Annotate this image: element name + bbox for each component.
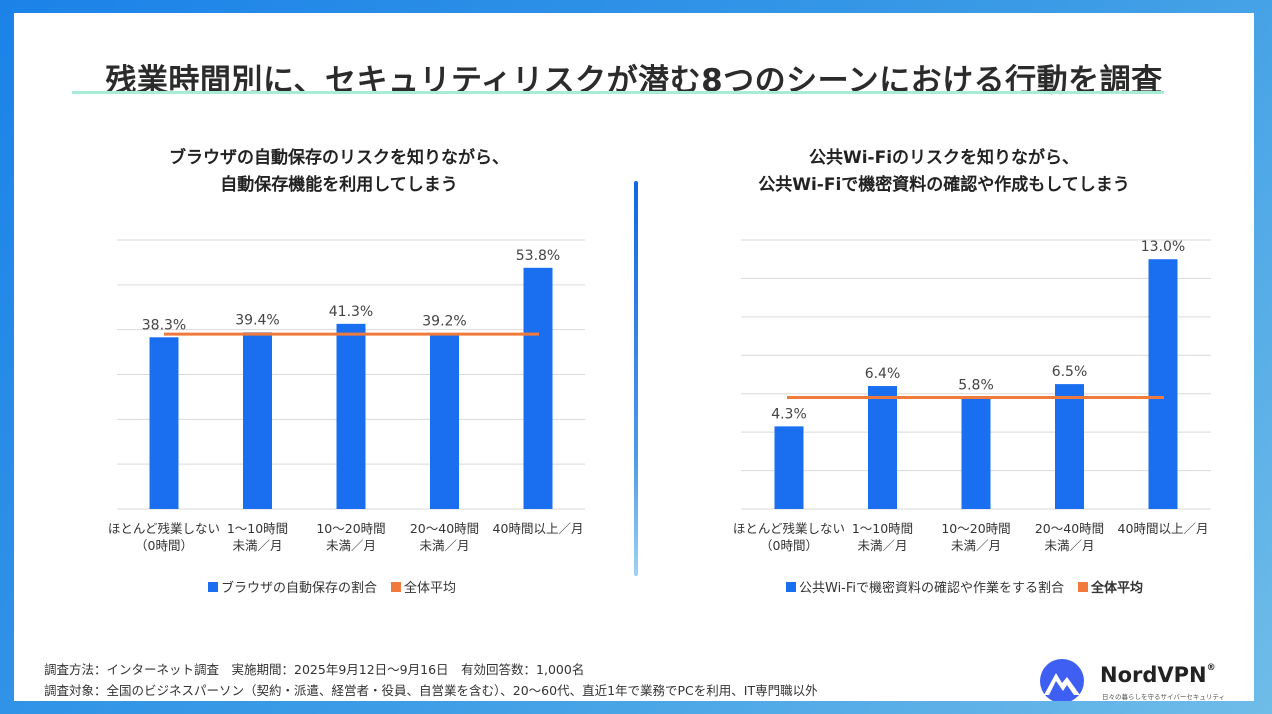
data-label: 5.8% xyxy=(958,378,994,394)
slide-card: 残業時間別に、セキュリティリスクが潜む8つのシーンにおける行動を調査 ブラウザの… xyxy=(14,13,1254,701)
chart-2-legend: 公共Wi-Fiで機密資料の確認や作業をする割合 全体平均 xyxy=(786,577,1157,596)
category-label: ほとんど残業しない xyxy=(733,521,845,536)
data-label: 39.2% xyxy=(422,313,466,329)
data-label: 53.8% xyxy=(516,248,560,264)
category-label: ほとんど残業しない xyxy=(108,521,220,536)
chart-1-title-line-1: ブラウザの自動保存のリスクを知りながら、 xyxy=(169,148,509,168)
bar xyxy=(1148,259,1178,509)
center-divider xyxy=(634,181,638,576)
legend-label-average: 全体平均 xyxy=(1091,581,1144,596)
chart-2-public-wifi: 4.3%ほとんど残業しない（0時間）6.4%1～10時間未満／月5.8%10～2… xyxy=(733,239,1211,553)
legend-label-bar: ブラウザの自動保存の割合 xyxy=(221,581,378,596)
chart-1-title: ブラウザの自動保存のリスクを知りながら、 自動保存機能を利用してしまう xyxy=(104,145,574,199)
data-label: 13.0% xyxy=(1141,239,1185,255)
category-label: （0時間） xyxy=(760,538,818,553)
category-label: 未満／月 xyxy=(1044,538,1094,553)
legend-item-average: 全体平均 xyxy=(1078,577,1143,596)
chart-2-title-line-1: 公共Wi-Fiのリスクを知りながら、 xyxy=(808,148,1080,168)
bar xyxy=(774,426,804,509)
bar xyxy=(430,333,459,509)
category-label: 未満／月 xyxy=(326,538,376,553)
category-label: 未満／月 xyxy=(951,538,1001,553)
data-label: 6.5% xyxy=(1052,364,1088,380)
chart-2-title-line-2: 公共Wi-Fiで機密資料の確認や作成もしてしまう xyxy=(758,175,1130,195)
category-label: 20～40時間 xyxy=(1035,521,1104,536)
title-underline xyxy=(72,91,1164,94)
legend-label-bar: 公共Wi-Fiで機密資料の確認や作業をする割合 xyxy=(799,581,1065,596)
category-label: 1～10時間 xyxy=(227,521,288,536)
category-label: 未満／月 xyxy=(232,538,282,553)
bar xyxy=(961,397,991,509)
footer-method: 調査方法：インターネット調査 実施期間：2025年9月12日～9月16日 有効回… xyxy=(44,662,585,677)
category-label: 1～10時間 xyxy=(852,521,913,536)
chart-1-title-line-2: 自動保存機能を利用してしまう xyxy=(220,175,458,195)
category-label: 未満／月 xyxy=(419,538,469,553)
data-label: 6.4% xyxy=(865,366,901,382)
bar xyxy=(868,386,897,509)
legend-swatch-average xyxy=(1078,581,1089,592)
category-label: 10～20時間 xyxy=(316,521,385,536)
chart-1-browser-autosave: 38.3%ほとんど残業しない（0時間）39.4%1～10時間未満／月41.3%1… xyxy=(108,239,585,553)
category-label: 20～40時間 xyxy=(410,521,479,536)
legend-item-bar: 公共Wi-Fiで機密資料の確認や作業をする割合 xyxy=(786,577,1064,596)
bar xyxy=(243,332,272,509)
bar xyxy=(523,267,553,509)
bar xyxy=(149,337,179,509)
bar xyxy=(1055,384,1084,509)
logo-tagline: 日々の暮らしを守るサイバーセキュリティ xyxy=(1102,693,1225,701)
legend-label-average: 全体平均 xyxy=(404,581,457,596)
footer-target: 調査対象：全国のビジネスパーソン（契約・派遣、経営者・役員、自営業を含む）、20… xyxy=(44,683,818,698)
data-label: 39.4% xyxy=(235,312,279,328)
logo-name: NordVPN xyxy=(1100,663,1207,687)
data-label: 41.3% xyxy=(329,304,373,320)
category-label: 未満／月 xyxy=(857,538,907,553)
legend-swatch-bar xyxy=(786,581,796,592)
chart-1-legend: ブラウザの自動保存の割合 全体平均 xyxy=(208,577,470,596)
bar xyxy=(336,323,366,509)
data-label: 4.3% xyxy=(771,406,807,422)
logo-registered: ® xyxy=(1206,663,1216,673)
category-label: 10～20時間 xyxy=(941,521,1010,536)
category-label: （0時間） xyxy=(135,538,193,553)
logo-wordmark: NordVPN® xyxy=(1100,663,1216,687)
nordvpn-mountain-icon xyxy=(1040,659,1084,701)
legend-item-bar: ブラウザの自動保存の割合 xyxy=(208,577,377,596)
data-label: 38.3% xyxy=(142,317,186,333)
chart-2-title: 公共Wi-Fiのリスクを知りながら、 公共Wi-Fiで機密資料の確認や作成もして… xyxy=(704,145,1184,199)
legend-swatch-average xyxy=(391,581,402,592)
category-label: 40時間以上／月 xyxy=(1118,521,1209,536)
category-label: 40時間以上／月 xyxy=(493,521,584,536)
legend-swatch-bar xyxy=(208,581,218,592)
legend-item-average: 全体平均 xyxy=(391,577,456,596)
